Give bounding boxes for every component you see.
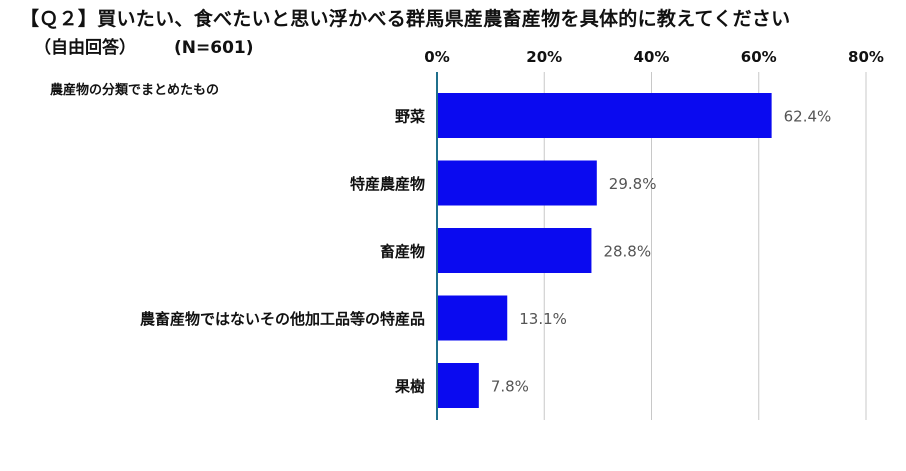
bar (437, 295, 508, 341)
chart-note: 農産物の分類でまとめたもの (50, 83, 220, 98)
bar (437, 93, 772, 138)
x-tick-label: 0% (424, 48, 449, 66)
category-label: 畜産物 (380, 243, 425, 261)
data-label: 7.8% (491, 378, 529, 396)
category-label: 野菜 (395, 108, 425, 126)
data-label: 62.4% (784, 108, 832, 126)
subtitle-sample-size: (N=601) (174, 38, 254, 58)
data-label: 28.8% (603, 243, 651, 261)
x-tick-label: 60% (741, 48, 777, 66)
bar (437, 160, 597, 206)
category-label: 特産農産物 (350, 175, 425, 193)
bar (437, 363, 479, 408)
chart-title: 【Ｑ２】買いたい、食べたいと思い浮かべる群馬県産農畜産物を具体的に教えてください (20, 8, 791, 30)
data-label: 13.1% (519, 310, 567, 328)
category-label: 果樹 (394, 378, 425, 396)
data-label: 29.8% (609, 175, 657, 193)
subtitle-free-answer: （自由回答） (34, 38, 136, 58)
x-tick-label: 80% (848, 48, 884, 66)
category-label: 農畜産物ではないその他加工品等の特産品 (140, 310, 425, 328)
x-tick-label: 40% (634, 48, 670, 66)
chart-subtitle: （自由回答） (N=601) (34, 33, 254, 58)
bar (437, 228, 592, 273)
x-tick-label: 20% (526, 48, 562, 66)
